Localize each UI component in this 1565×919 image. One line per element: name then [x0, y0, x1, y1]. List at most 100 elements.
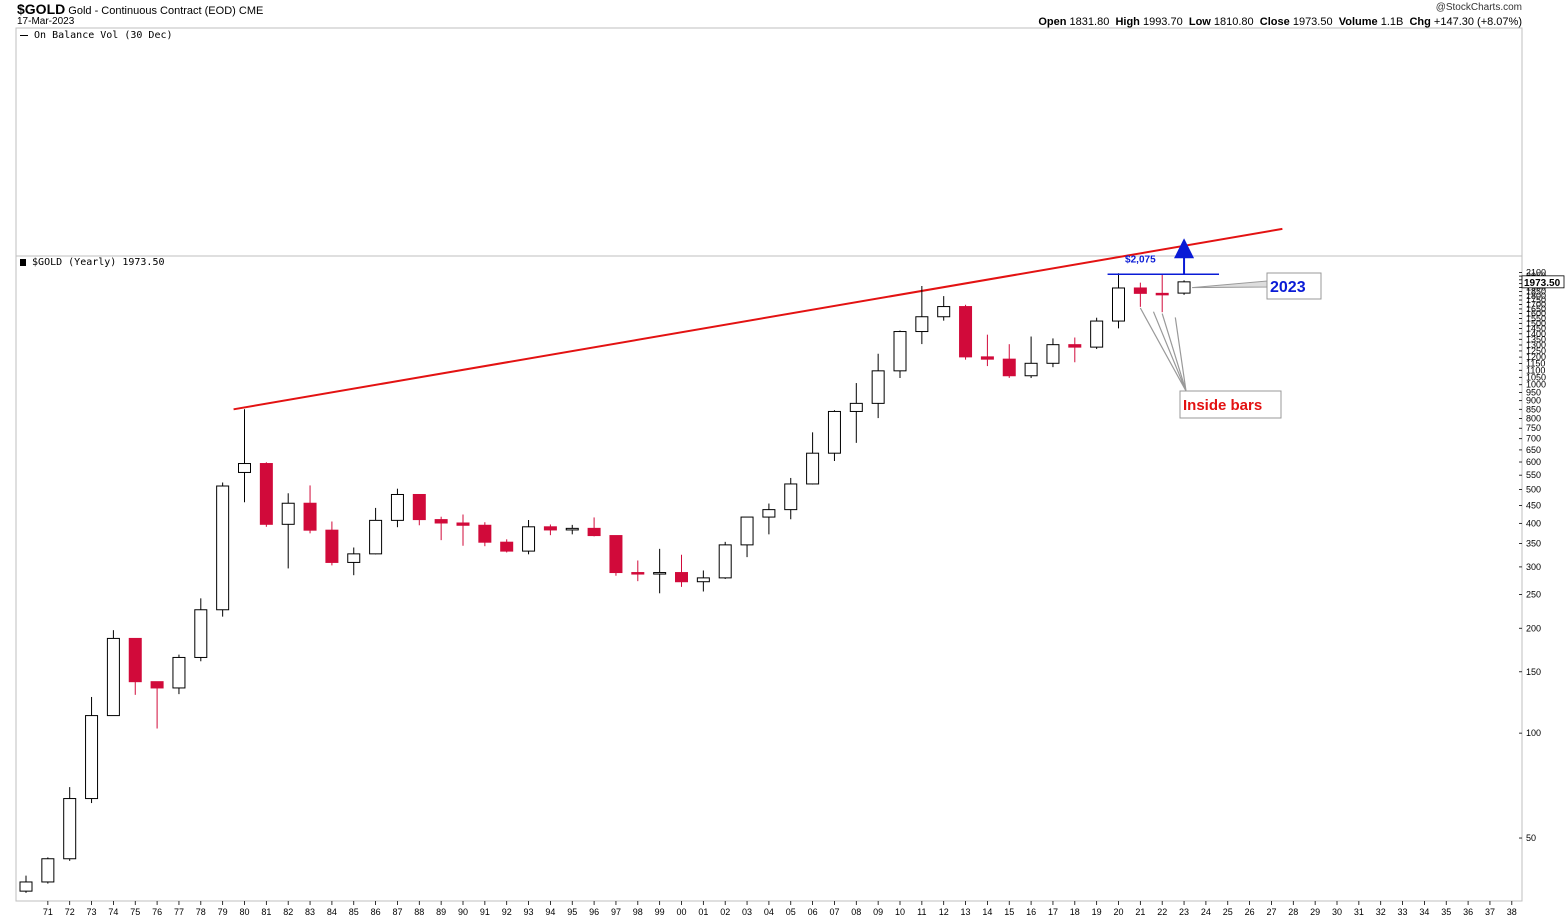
chart-date: 17-Mar-2023: [17, 16, 75, 27]
x-tick-label: 78: [196, 907, 206, 917]
y-tick-label: 1350: [1526, 334, 1546, 344]
candle: [937, 296, 951, 321]
y-tick-label: 600: [1526, 457, 1541, 467]
x-tick-label: 73: [87, 907, 97, 917]
candle: [609, 535, 623, 576]
x-tick-label: 03: [742, 907, 752, 917]
x-tick-label: 28: [1288, 907, 1298, 917]
y-tick-label: 850: [1526, 404, 1541, 414]
x-tick-label: 19: [1092, 907, 1102, 917]
x-tick-label: 15: [1004, 907, 1014, 917]
candle: [478, 522, 492, 547]
candle-body: [238, 463, 251, 473]
candle-body: [325, 529, 339, 563]
y-tick-label: 450: [1526, 501, 1541, 511]
x-tick-label: 22: [1157, 907, 1167, 917]
y-tick-label: 150: [1526, 667, 1541, 677]
candle-body: [740, 516, 754, 546]
y-tick-label: 1450: [1526, 323, 1546, 333]
close-label: Close: [1259, 16, 1290, 28]
target-price-label: $2,075: [1125, 254, 1156, 265]
x-tick-label: 87: [392, 907, 402, 917]
candle: [347, 547, 361, 576]
candle: [543, 524, 557, 536]
candle-body: [762, 509, 776, 518]
x-tick-label: 23: [1179, 907, 1189, 917]
candle: [631, 560, 645, 582]
candle: [522, 519, 536, 555]
y-tick-label: 900: [1526, 396, 1541, 406]
x-tick-label: 91: [480, 907, 490, 917]
y-tick-label: 1600: [1526, 309, 1546, 319]
brand-logo[interactable]: @StockCharts.com: [1436, 2, 1522, 13]
volume-label: Volume: [1338, 16, 1378, 28]
exchange: CME: [238, 5, 264, 17]
trendline: [233, 227, 1283, 411]
candle: [63, 787, 77, 861]
x-tick-label: 86: [371, 907, 381, 917]
y-tick-label: 1300: [1526, 340, 1546, 350]
x-tick-label: 32: [1376, 907, 1386, 917]
x-tick-label: 04: [764, 907, 774, 917]
candle: [849, 383, 863, 443]
candle: [696, 570, 710, 592]
y-tick-label: 1000: [1526, 380, 1546, 390]
x-tick-label: 27: [1266, 907, 1276, 917]
y-tick-label: 1150: [1526, 359, 1545, 369]
candle-body: [937, 306, 951, 318]
candle-body: [1024, 362, 1038, 377]
low-value: 1810.80: [1213, 16, 1254, 28]
candle-body: [893, 331, 907, 372]
candle: [893, 330, 907, 379]
high-value: 1993.70: [1142, 16, 1183, 28]
price-panel-frame: [15, 255, 1523, 902]
candle: [238, 409, 251, 503]
candle-body: [106, 637, 120, 717]
x-tick-label: 93: [524, 907, 534, 917]
candle-body: [827, 410, 841, 454]
callout-box-inside-bars: [1179, 390, 1282, 419]
y-tick-label: 400: [1526, 518, 1541, 528]
indicator-panel-frame: [15, 27, 1523, 257]
candle-body: [281, 502, 295, 525]
candle: [1133, 282, 1147, 307]
candle: [980, 334, 994, 367]
y-tick-label: 1850: [1526, 287, 1546, 297]
candle: [565, 524, 579, 535]
y-tick-label: 500: [1526, 485, 1541, 495]
x-tick-label: 26: [1245, 907, 1255, 917]
y-tick-label: 750: [1526, 423, 1541, 433]
candle-body: [1046, 344, 1060, 364]
candle-legend-icon: [20, 258, 26, 266]
x-tick-label: 74: [108, 907, 118, 917]
candle-body: [412, 493, 426, 521]
x-tick-label: 01: [698, 907, 708, 917]
chg-value: +147.30 (+8.07%): [1433, 16, 1522, 28]
x-tick-label: 72: [65, 907, 75, 917]
y-tick-label: 700: [1526, 434, 1541, 444]
candle-body: [696, 577, 710, 583]
x-tick-label: 83: [305, 907, 315, 917]
x-tick-label: 75: [130, 907, 140, 917]
candle: [106, 630, 120, 717]
y-tick-label: 50: [1526, 833, 1536, 843]
x-tick-label: 29: [1310, 907, 1320, 917]
candle-body: [1002, 358, 1016, 377]
x-tick-label: 05: [786, 907, 796, 917]
x-tick-label: 38: [1507, 907, 1517, 917]
candle-body: [500, 541, 514, 552]
candle: [325, 521, 339, 566]
open-label: Open: [1038, 16, 1067, 28]
candle-body: [609, 535, 623, 574]
candle: [369, 507, 383, 555]
candle-body: [194, 609, 208, 658]
y-axis: 50 100 150 200 250 300 350 400 450 500 550 600 65070…: [1519, 267, 1565, 843]
y-tick-label: 2100: [1526, 267, 1546, 277]
y-tick-label: 200: [1526, 623, 1541, 633]
candle: [303, 485, 317, 534]
candle: [1090, 317, 1104, 350]
x-tick-label: 02: [720, 907, 730, 917]
x-axis: 71 72 73 74 75 76 77 78 79 80 81 82 83 84 85 86 87 88 89 90…: [43, 901, 1517, 917]
open-value: 1831.80: [1069, 16, 1110, 28]
